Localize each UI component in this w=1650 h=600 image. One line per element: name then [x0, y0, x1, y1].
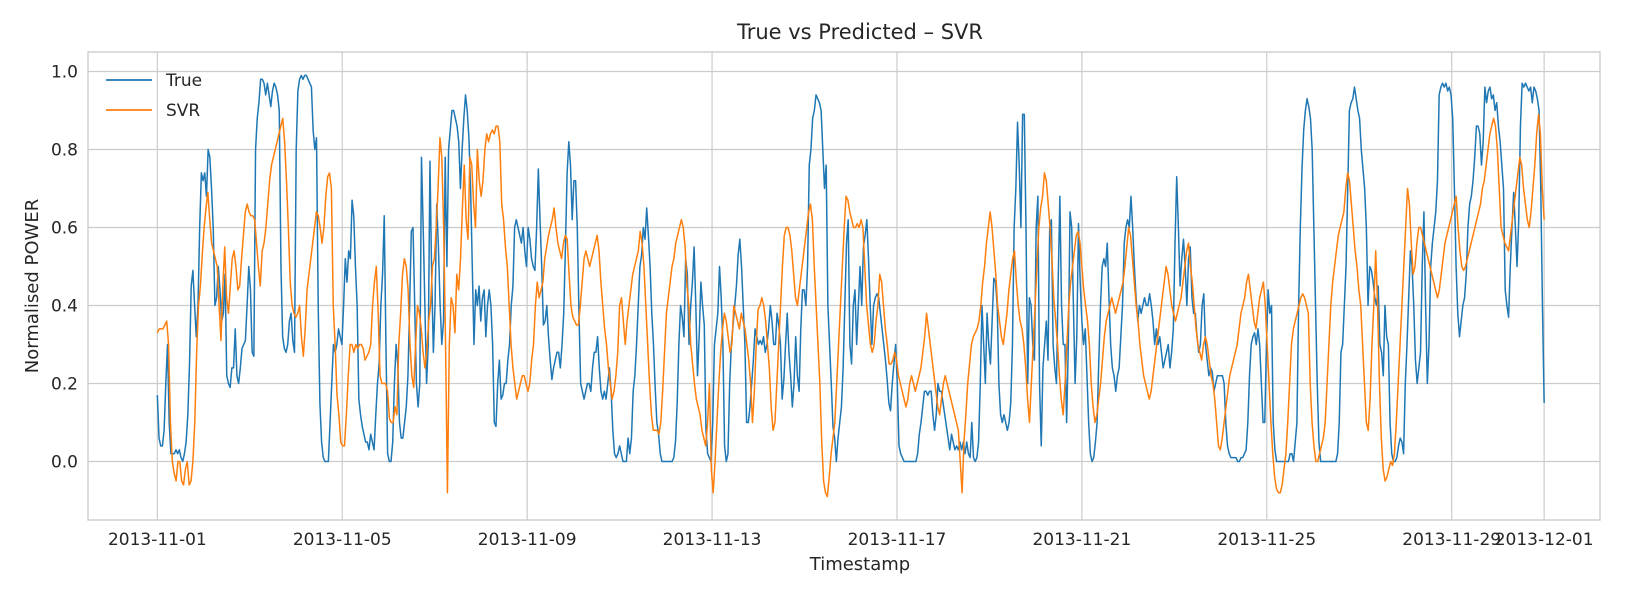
x-tick-label: 2013-11-25	[1217, 530, 1316, 550]
y-tick-label: 0.8	[51, 141, 78, 161]
x-tick-label: 2013-11-17	[848, 530, 947, 550]
y-axis-label: Normalised POWER	[22, 199, 43, 373]
legend-label-true: True	[165, 71, 202, 91]
x-tick-label: 2013-11-29	[1402, 530, 1501, 550]
x-tick-labels: 2013-11-01 2013-11-05 2013-11-09 2013-11-13…	[108, 530, 1594, 550]
x-gridlines	[156, 52, 1545, 520]
series-line-svr	[156, 113, 1545, 498]
y-gridlines	[88, 70, 1600, 463]
x-tick-label: 2013-11-21	[1032, 530, 1131, 550]
y-tick-label: 1.0	[51, 63, 78, 83]
y-tick-label: 0.4	[51, 297, 78, 317]
y-tick-labels: 0.0 0.2 0.4 0.6 0.8 1.0	[51, 63, 78, 473]
y-tick-label: 0.6	[51, 219, 78, 239]
y-tick-label: 0.2	[51, 375, 78, 395]
x-tick-label: 2013-11-01	[108, 530, 207, 550]
chart-title: True vs Predicted – SVR	[736, 20, 983, 44]
plot-frame	[87, 51, 1601, 521]
legend: True SVR	[106, 71, 202, 121]
series-layer	[156, 74, 1545, 498]
x-tick-label: 2013-11-05	[293, 530, 392, 550]
x-tick-label: 2013-12-01	[1495, 530, 1594, 550]
x-axis-label: Timestamp	[809, 554, 910, 575]
legend-label-svr: SVR	[166, 101, 200, 121]
y-tick-label: 0.0	[51, 453, 78, 473]
series-line-true	[156, 74, 1545, 463]
x-tick-label: 2013-11-09	[478, 530, 577, 550]
x-tick-label: 2013-11-13	[663, 530, 762, 550]
